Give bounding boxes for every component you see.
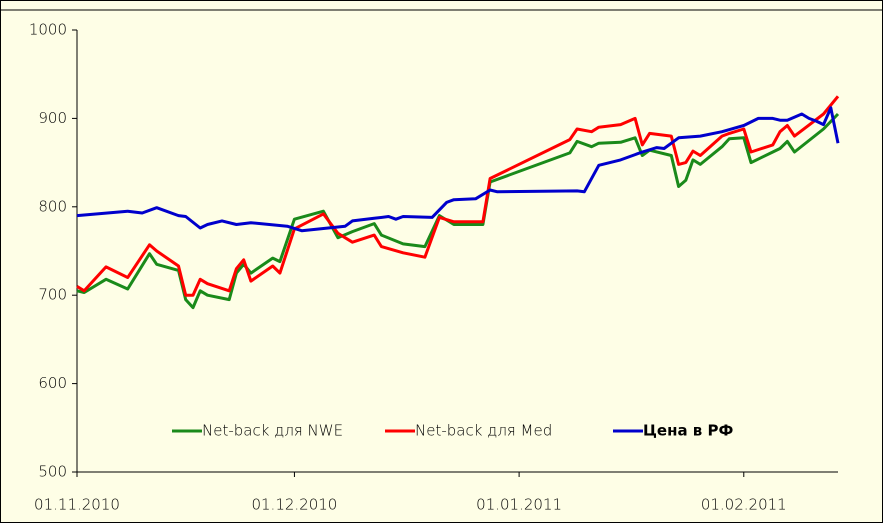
legend-label: Цена в РФ — [643, 422, 734, 440]
legend-label: Net-back для NWE — [202, 422, 343, 440]
y-tick-label: 600 — [38, 374, 67, 392]
y-tick-label: 800 — [38, 197, 67, 215]
legend-label: Net-back для Med — [415, 422, 552, 440]
y-tick-label: 500 — [38, 463, 67, 481]
series-line — [76, 106, 840, 233]
x-tick-label: 01.12.2010 — [251, 496, 337, 514]
y-tick-label: 1000 — [29, 21, 67, 39]
series-line — [76, 95, 840, 297]
y-tick-label: 700 — [38, 286, 67, 304]
x-tick-label: 01.02.2011 — [701, 496, 787, 514]
x-tick-label: 01.01.2011 — [476, 496, 562, 514]
x-tick-label: 01.11.2010 — [34, 496, 120, 514]
y-tick-label: 900 — [38, 109, 67, 127]
